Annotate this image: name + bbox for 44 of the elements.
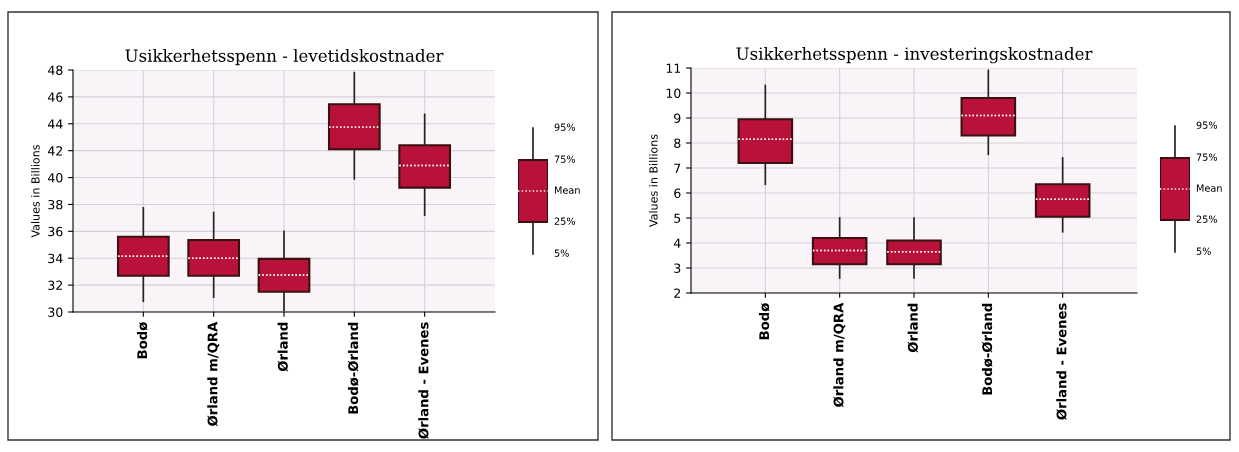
y-tick-label: 3 <box>674 263 681 273</box>
y-tick-label: 9 <box>674 113 681 123</box>
y-tick-label: 44 <box>47 119 63 129</box>
y-tick-label: 48 <box>47 65 63 75</box>
text: Mean <box>1196 184 1222 192</box>
text: 95% <box>554 123 576 131</box>
y-tick-label: 40 <box>47 173 63 183</box>
chart-title: Usikkerhetsspenn - levetidskostnader <box>125 49 444 66</box>
y-tick-label: 7 <box>674 163 681 173</box>
x-tick-label: Bodø <box>136 322 148 359</box>
y-tick-label: 8 <box>674 138 681 148</box>
text: 95% <box>1196 121 1218 129</box>
x-tick-label: Ørland <box>277 322 289 372</box>
y-tick-label: 6 <box>674 188 681 198</box>
x-tick-label: Ørland m/QRA <box>833 302 846 408</box>
y-tick-label: 4 <box>673 238 681 248</box>
y-tick-label: 30 <box>48 307 63 317</box>
x-tick-label: Bodø-Ørland <box>347 322 359 414</box>
y-tick-label: 38 <box>48 199 63 210</box>
x-tick-label: Bodø-Ørland <box>981 303 993 395</box>
y-tick-label: 34 <box>48 253 63 264</box>
y-tick-label: 5 <box>674 213 681 223</box>
y-tick-label: 42 <box>47 146 63 156</box>
y-tick-label: 46 <box>47 92 63 102</box>
x-tick-label: Ørland m/QRA <box>207 321 220 427</box>
text: Mean <box>554 186 580 194</box>
x-tick-label: Bodø <box>758 303 770 340</box>
y-tick-label: 2 <box>674 288 681 298</box>
text: 25% <box>1196 215 1218 223</box>
chart-title: Usikkerhetsspenn - investeringskostnader <box>736 47 1093 64</box>
text: 5% <box>1196 247 1211 255</box>
text: 75% <box>554 155 576 163</box>
y-axis-title: Values in Billions <box>649 134 658 227</box>
x-tick-label: Ørland - Evenes <box>418 322 429 439</box>
text: 5% <box>554 249 569 257</box>
x-tick-label: Ørland <box>907 303 919 353</box>
text: 75% <box>1196 153 1218 161</box>
text: 25% <box>554 217 576 225</box>
x-tick-label: Ørland - Evenes <box>1056 303 1067 420</box>
y-tick-label: 32 <box>48 280 63 291</box>
y-tick-label: 36 <box>48 226 63 237</box>
y-tick-label: 11 <box>666 63 681 73</box>
y-tick-label: 10 <box>666 88 681 98</box>
y-axis-title: Values in Billions <box>31 144 40 238</box>
